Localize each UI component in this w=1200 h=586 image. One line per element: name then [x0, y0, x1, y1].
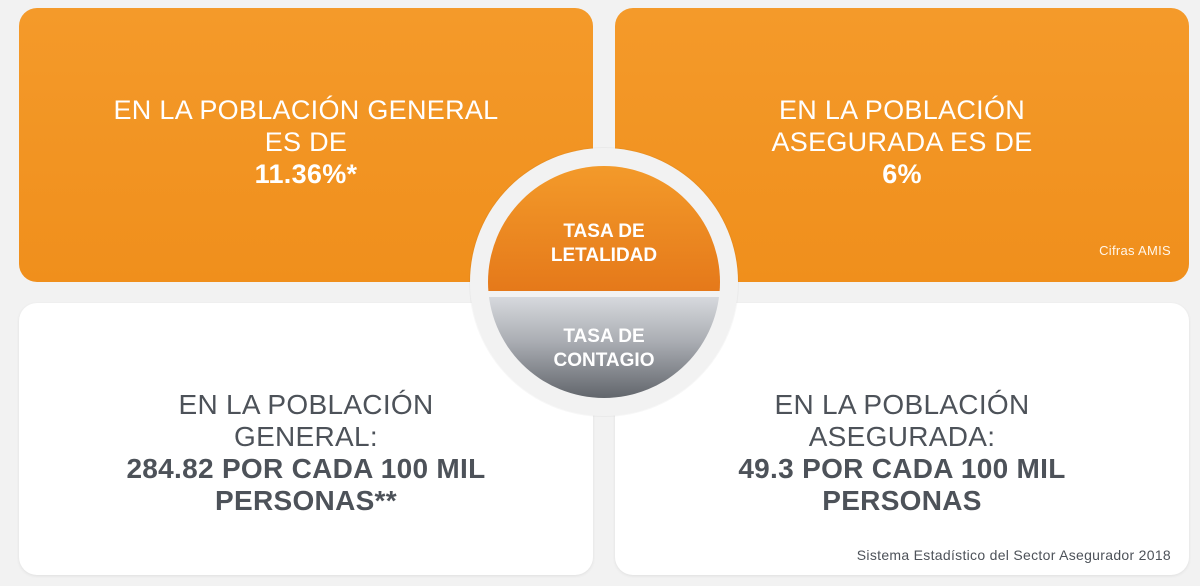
card-value: 11.36%* — [254, 159, 358, 189]
card-text-line: GENERAL: — [233, 421, 378, 452]
label-line: TASA DE — [563, 326, 645, 347]
card-value-line: 49.3 POR CADA 100 MIL — [738, 453, 1066, 484]
label-line: TASA DE — [563, 221, 645, 242]
card-text-line: EN LA POBLACIÓN — [778, 95, 1026, 125]
card-contagio-general: EN LA POBLACIÓN GENERAL: 284.82 POR CADA… — [19, 303, 593, 575]
card-letalidad-general: EN LA POBLACIÓN GENERAL ES DE 11.36%* — [19, 8, 593, 282]
source-note: Cifras AMIS — [1099, 243, 1171, 258]
label-tasa-letalidad: TASA DE LETALIDAD — [488, 220, 720, 268]
label-line: CONTAGIO — [553, 350, 655, 371]
disc-top-half — [488, 166, 720, 291]
card-value-line: PERSONAS — [822, 485, 982, 516]
card-text-line: ASEGURADA: — [808, 421, 996, 452]
card-content: EN LA POBLACIÓN GENERAL ES DE 11.36%* — [113, 94, 498, 190]
card-value: 6% — [882, 159, 922, 189]
card-text-line: EN LA POBLACIÓN GENERAL — [113, 95, 499, 125]
card-content: EN LA POBLACIÓN GENERAL: 284.82 POR CADA… — [126, 389, 485, 517]
card-content: EN LA POBLACIÓN ASEGURADA ES DE 6% — [771, 94, 1032, 190]
label-tasa-contagio: TASA DE CONTAGIO — [488, 325, 720, 373]
card-value-line: PERSONAS** — [215, 485, 397, 516]
card-text-line: EN LA POBLACIÓN — [774, 389, 1030, 420]
card-value-line: 284.82 POR CADA 100 MIL — [126, 453, 486, 484]
center-disc: TASA DE LETALIDAD TASA DE CONTAGIO — [488, 166, 720, 398]
card-text-line: EN LA POBLACIÓN — [178, 389, 434, 420]
disc-divider — [488, 291, 720, 297]
label-line: LETALIDAD — [550, 245, 658, 266]
source-note: Sistema Estadístico del Sector Asegurado… — [856, 547, 1171, 563]
card-text-line: ES DE — [264, 127, 348, 157]
disc-bottom-half — [488, 297, 720, 398]
card-content: EN LA POBLACIÓN ASEGURADA: 49.3 POR CADA… — [738, 389, 1065, 517]
card-text-line: ASEGURADA ES DE — [771, 127, 1033, 157]
